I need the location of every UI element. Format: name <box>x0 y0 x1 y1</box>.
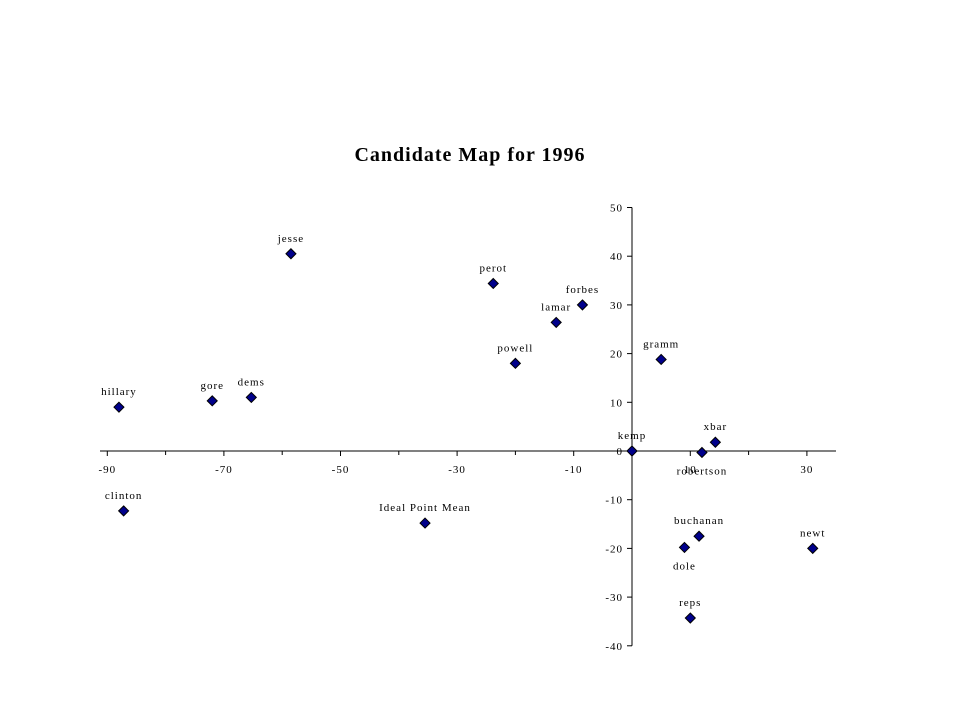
data-point-marker <box>655 353 667 366</box>
y-tick-label: 10 <box>610 397 623 409</box>
data-point-marker <box>550 316 562 329</box>
data-point-marker <box>117 505 130 517</box>
data-point-label: lamar <box>541 301 571 313</box>
data-point-label: hillary <box>101 386 137 398</box>
data-point-marker <box>696 446 708 459</box>
tick-labels: 50 40 30 20 10 0 -10 -20 -30 -40 -90 -70 -50 -30 -10 10… <box>98 203 813 653</box>
x-tick-label: -50 <box>332 464 350 476</box>
y-tick-label: -10 <box>605 495 623 507</box>
data-point-marker <box>693 530 705 542</box>
data-point-label: powell <box>497 342 533 354</box>
data-point-marker <box>509 357 522 370</box>
data-point-marker <box>678 541 691 554</box>
data-point-marker <box>807 542 819 555</box>
x-tick-label: 30 <box>800 464 813 476</box>
chart-title: Candidate Map for 1996 <box>354 144 585 166</box>
data-point-label: robertson <box>677 465 728 477</box>
data-point-marker <box>576 299 589 311</box>
data-point-marker <box>113 401 125 413</box>
data-point-label: gramm <box>643 338 679 350</box>
y-tick-label: -40 <box>605 641 623 653</box>
y-tick-label: -30 <box>605 592 623 604</box>
data-point-label: gore <box>200 380 224 392</box>
x-tick-label: -10 <box>565 464 583 476</box>
data-point-label: buchanan <box>674 515 724 527</box>
data-point-label: clinton <box>105 490 143 502</box>
data-point-label: kemp <box>618 430 646 442</box>
y-tick-label: -20 <box>605 543 623 555</box>
data-point-label: newt <box>800 527 825 539</box>
axes <box>100 207 836 647</box>
data-point-label: jesse <box>277 233 304 245</box>
data-point-marker <box>626 445 638 457</box>
y-tick-label: 0 <box>617 446 624 458</box>
data-point-label: forbes <box>566 284 600 296</box>
data-point-label: dole <box>673 560 696 572</box>
data-point-marker <box>285 248 297 260</box>
x-tick-label: 10 <box>684 464 697 476</box>
data-point-marker <box>487 277 499 290</box>
y-tick-label: 20 <box>610 349 623 361</box>
data-points: jesse hillary gore dems clinton Ideal Point M… <box>101 233 825 624</box>
data-point-label: perot <box>479 262 507 274</box>
data-point-marker <box>419 517 431 529</box>
data-point-label: xbar <box>704 421 728 433</box>
y-tick-label: 50 <box>610 203 623 215</box>
data-point-marker <box>245 391 258 404</box>
y-tick-label: 30 <box>610 300 623 312</box>
data-point-marker <box>709 436 722 448</box>
x-tick-label: -30 <box>448 464 466 476</box>
data-point-marker <box>206 395 218 407</box>
x-tick-label: -90 <box>98 464 116 476</box>
data-point-label: Ideal Point Mean <box>379 502 471 514</box>
data-point-label: reps <box>679 597 701 609</box>
x-tick-label: -70 <box>215 464 233 476</box>
y-tick-label: 40 <box>610 251 623 263</box>
data-point-marker <box>684 612 697 624</box>
data-point-label: dems <box>238 376 265 388</box>
